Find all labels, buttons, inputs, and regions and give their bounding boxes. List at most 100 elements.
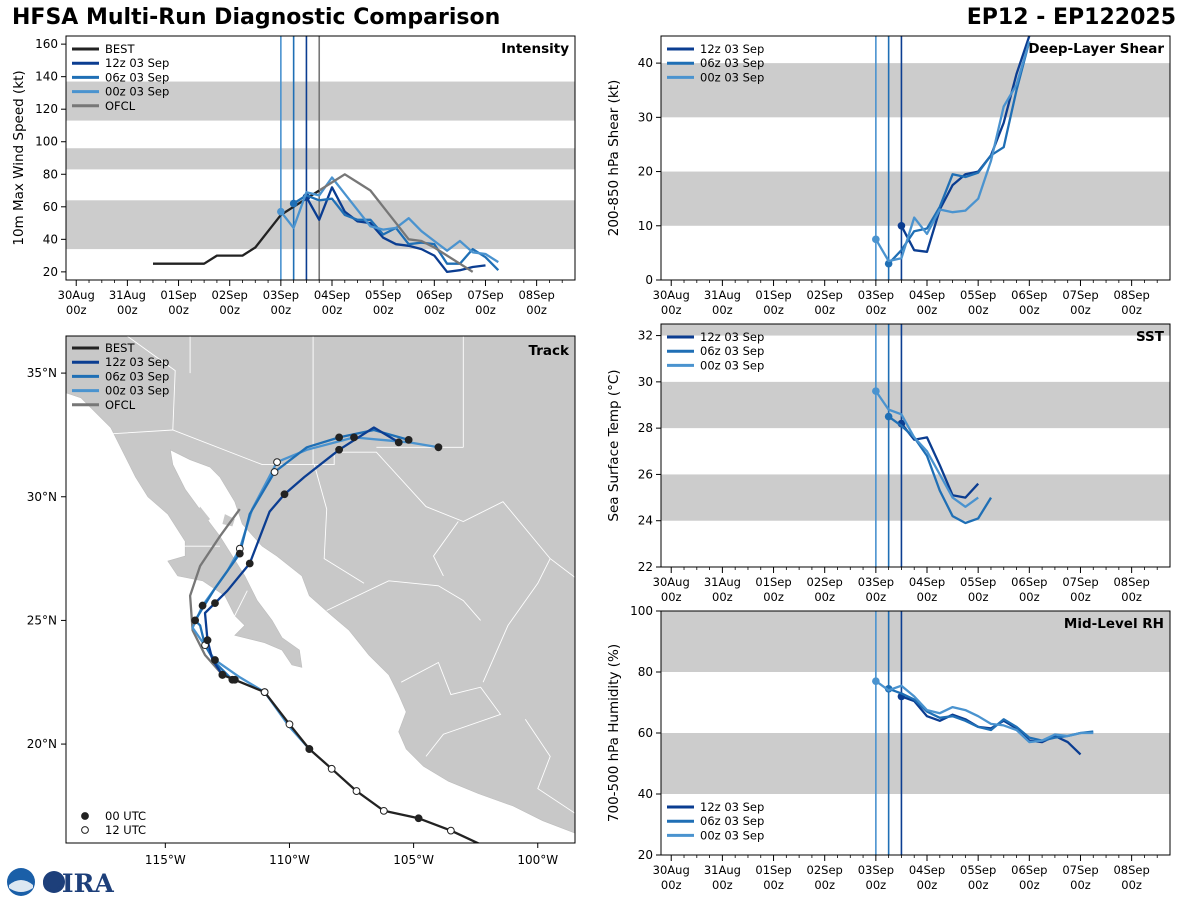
rh-band: [661, 611, 1170, 672]
intensity-legend-label: OFCL: [105, 99, 136, 113]
rh-panel-title: Mid-Level RH: [1064, 616, 1164, 632]
intensity-ytick-label: 40: [43, 232, 58, 246]
shear-xtick-label-hour: 00z: [712, 303, 733, 317]
track-marker-legend-label: 12 UTC: [105, 823, 146, 837]
rh-xtick-label-day: 02Sep: [807, 863, 843, 877]
shear-xtick-label-hour: 00z: [866, 303, 887, 317]
intensity-init-point: [289, 199, 298, 208]
rh-xtick-label-hour: 00z: [968, 878, 989, 892]
shear-ytick-label: 10: [638, 219, 653, 233]
shear-panel-title: Deep-Layer Shear: [1028, 41, 1164, 57]
sst-xtick-label-hour: 00z: [712, 590, 733, 604]
sst-xtick-label-day: 07Sep: [1062, 575, 1098, 589]
sst-xtick-label-day: 04Sep: [909, 575, 945, 589]
shear-xtick-label-day: 30Aug: [653, 288, 690, 302]
track-ytick-label: 35°N: [27, 366, 57, 380]
sst-xtick-label-hour: 00z: [866, 590, 887, 604]
shear-xtick-label-day: 01Sep: [755, 288, 791, 302]
sst-legend-label: 00z 03 Sep: [700, 358, 764, 372]
rh-line-00z-03-sep: [875, 680, 1094, 744]
intensity-xtick-label-day: 05Sep: [365, 288, 401, 302]
sst-xtick-label-hour: 00z: [1019, 590, 1040, 604]
shear-xtick-label-hour: 00z: [661, 303, 682, 317]
shear-xtick-label-hour: 00z: [763, 303, 784, 317]
track-point: [335, 445, 344, 454]
sst-init-point: [884, 412, 893, 421]
track-ytick-label: 20°N: [27, 737, 57, 751]
shear-ytick-label: 30: [638, 110, 653, 124]
shear-xtick-label-day: 31Aug: [704, 288, 741, 302]
intensity-xtick-label-hour: 00z: [424, 303, 445, 317]
sst-xtick-label-day: 06Sep: [1011, 575, 1047, 589]
figure-title: HFSA Multi-Run Diagnostic Comparison: [12, 5, 501, 30]
rh-legend-label: 12z 03 Sep: [700, 800, 764, 814]
shear-band: [661, 63, 1170, 118]
rh-xtick-label-day: 04Sep: [909, 863, 945, 877]
track-point: [280, 490, 289, 499]
rh-series-group: [872, 677, 1094, 756]
track-point: [434, 443, 443, 452]
sst-xtick-label-day: 03Sep: [858, 575, 894, 589]
track-point: [394, 438, 403, 447]
track-point: [260, 688, 269, 697]
rh-xtick-label-day: 03Sep: [858, 863, 894, 877]
track-border-line: [482, 558, 551, 683]
sst-xtick-label-day: 01Sep: [755, 575, 791, 589]
rh-xtick-label-hour: 00z: [763, 878, 784, 892]
track-border-line: [113, 429, 575, 579]
shear-xtick-label-hour: 00z: [1070, 303, 1091, 317]
shear-xtick-label-hour: 00z: [917, 303, 938, 317]
intensity-xtick-label-day: 04Sep: [314, 288, 350, 302]
rh-xtick-label-day: 05Sep: [960, 863, 996, 877]
sst-panel-title: SST: [1136, 329, 1165, 345]
sst-ytick-label: 24: [638, 514, 653, 528]
rh-band: [661, 733, 1170, 794]
sst-xtick-label-hour: 00z: [814, 590, 835, 604]
sst-ytick-label: 26: [638, 467, 653, 481]
intensity-legend-label: BEST: [105, 42, 135, 56]
rh-legend-label: 00z 03 Sep: [700, 828, 764, 842]
shear-xtick-label-hour: 00z: [1121, 303, 1142, 317]
track-legend-label: BEST: [105, 341, 135, 355]
shear-ytick-label: 40: [638, 56, 653, 70]
sst-xtick-label-hour: 00z: [968, 590, 989, 604]
sst-ytick-label: 32: [638, 329, 653, 343]
shear-legend-label: 06z 03 Sep: [700, 56, 764, 70]
intensity-xtick-label-hour: 00z: [526, 303, 547, 317]
track-panel: 115°W 110°W 105°W 100°W 20°N 25°N 30°N 35°N Trac…: [27, 335, 576, 867]
intensity-xtick-label-day: 30Aug: [58, 288, 95, 302]
intensity-panel-title: Intensity: [501, 41, 569, 57]
track-xtick-label: 115°W: [145, 853, 186, 867]
intensity-xtick-label-hour: 00z: [168, 303, 189, 317]
track-land-island: [222, 514, 235, 527]
rh-xtick-label-hour: 00z: [866, 878, 887, 892]
intensity-line-12z-03-sep: [305, 186, 486, 274]
rh-xtick-label-hour: 00z: [712, 878, 733, 892]
rh-line-06z-03-sep: [888, 687, 1094, 742]
sst-legend-label: 06z 03 Sep: [700, 344, 764, 358]
rh-init-point: [872, 677, 880, 685]
track-point: [245, 559, 254, 568]
intensity-xtick-label-hour: 00z: [322, 303, 343, 317]
track-point: [235, 549, 244, 558]
intensity-band: [66, 200, 575, 250]
rh-xtick-label-hour: 00z: [917, 878, 938, 892]
intensity-ytick-label: 20: [43, 265, 58, 279]
shear-band: [661, 171, 1170, 226]
track-marker-legend-symbol: [81, 812, 89, 820]
intensity-legend-label: 06z 03 Sep: [105, 70, 169, 84]
cira-logo-text: CIRA: [42, 869, 114, 898]
intensity-init-point: [277, 207, 285, 216]
sst-band: [661, 324, 1170, 336]
shear-init-point: [897, 221, 906, 230]
rh-xtick-label-day: 31Aug: [704, 863, 741, 877]
shear-ytick-label: 20: [638, 165, 653, 179]
sst-legend-label: 12z 03 Sep: [700, 330, 764, 344]
shear-xtick-label-hour: 00z: [968, 303, 989, 317]
shear-init-point: [884, 259, 893, 268]
track-point: [327, 764, 336, 773]
shear-panel: 30Aug00z31Aug00z01Sep00z02Sep00z03Sep00z…: [606, 35, 1171, 317]
shear-xtick-label-day: 05Sep: [960, 288, 996, 302]
intensity-panel: 30Aug00z31Aug00z01Sep00z02Sep00z03Sep00z…: [11, 35, 576, 317]
track-xtick-label: 100°W: [517, 853, 558, 867]
